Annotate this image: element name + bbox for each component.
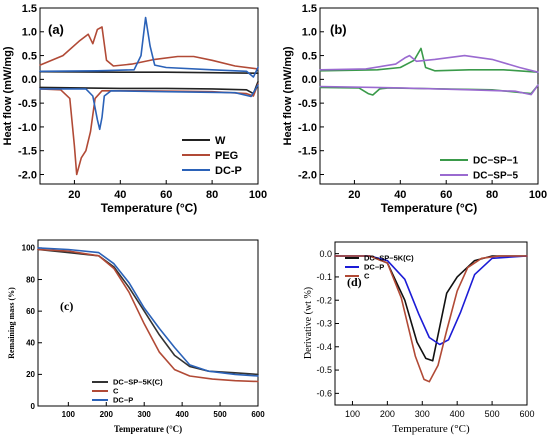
series-line-peg — [39, 26, 259, 70]
x-tick-label: 20 — [68, 189, 80, 201]
y-tick-label: -1.5 — [18, 146, 37, 158]
y-tick-label: -0.2 — [316, 295, 332, 305]
series-line-dc-p — [39, 16, 259, 78]
panel-b-ylabel: Heat flow (mW/mg) — [282, 46, 294, 145]
y-tick-label: 1.0 — [302, 27, 317, 39]
panel-c-ylabel: Remaining mass (%) — [7, 287, 16, 359]
panel-b-xlabel: Temperature (°C) — [381, 201, 478, 215]
panel-a-legend: W PEG DC-P — [182, 135, 242, 177]
panel-c-legend: DC−SP−5K(C)CDC−P — [92, 378, 163, 405]
series-line-c — [37, 248, 259, 383]
y-tick-label: 1.5 — [22, 3, 37, 15]
series-line-dc-p — [39, 84, 259, 131]
x-tick-label: 500 — [213, 410, 227, 419]
x-tick-label: 600 — [251, 410, 265, 419]
panel-d-ylabel: Derivative (wt %) — [303, 287, 314, 359]
x-tick-label: 60 — [160, 189, 172, 201]
x-tick-label: 200 — [380, 409, 395, 419]
x-tick-label: 60 — [440, 189, 452, 201]
x-tick-label: 100 — [249, 189, 267, 201]
panel-c-xlabel: Temperature (°C) — [114, 424, 182, 434]
x-tick-label: 100 — [62, 410, 76, 419]
panel-a: 20 40 60 80 100-2.0-1.5-1.0-0.50.00.51.01.5 … — [2, 3, 267, 215]
series-line-dc-p — [37, 247, 259, 377]
panel-a-label: (a) — [48, 22, 64, 37]
y-tick-label: -2.0 — [18, 169, 37, 181]
legend-label: W — [215, 135, 226, 147]
y-tick-label: -1.0 — [298, 122, 317, 134]
y-tick-label: -0.5 — [18, 98, 37, 110]
panel-d-label: (d) — [347, 275, 362, 289]
y-tick-label: 80 — [26, 275, 35, 284]
series-line-dc-p — [334, 255, 528, 346]
y-tick-label: -0.4 — [316, 342, 332, 352]
x-tick-label: 100 — [529, 189, 547, 201]
y-tick-label: -1.5 — [298, 146, 317, 158]
y-tick-label: 60 — [26, 307, 35, 316]
series-line-dc-sp-1 — [319, 47, 539, 73]
y-tick-label: 20 — [26, 370, 35, 379]
panel-c: 100 200 300 400 500 600 0 20 40 60 80 100 (c) Tempe… — [7, 239, 265, 434]
panel-c-label: (c) — [60, 299, 73, 313]
y-tick-label: -0.5 — [316, 365, 332, 375]
y-tick-label: 0.0 — [22, 74, 37, 86]
series-line-dc-sp-5 — [319, 84, 539, 96]
y-tick-label: 0.5 — [302, 50, 317, 62]
y-tick-label: 0 — [31, 402, 36, 411]
x-tick-label: 40 — [394, 189, 406, 201]
y-tick-label: -0.6 — [316, 389, 332, 399]
x-tick-label: 300 — [415, 409, 430, 419]
panel-b: 20 40 60 80 100-2.0-1.5-1.0-0.50.00.51.01.5 … — [282, 3, 547, 215]
y-tick-label: 0.5 — [22, 50, 37, 62]
panel-d: 100 200 300 400 500 600 0.0 -0.1 -0.2 -0.3 -0.4 -0.… — [303, 241, 535, 435]
x-tick-label: 400 — [175, 410, 189, 419]
x-tick-label: 20 — [348, 189, 360, 201]
legend-label: DC−SP−5K(C) — [364, 254, 414, 263]
x-tick-label: 100 — [345, 409, 360, 419]
legend-label: C — [113, 387, 119, 396]
y-tick-label: -0.5 — [298, 98, 317, 110]
panel-a-xlabel: Temperature (°C) — [101, 201, 198, 215]
y-tick-label: 0.0 — [319, 249, 332, 259]
legend-label: DC−SP−5 — [473, 171, 518, 182]
y-tick-label: -2.0 — [298, 169, 317, 181]
panel-b-legend: DC−SP−1 DC−SP−5 — [440, 156, 518, 182]
legend-label: DC-P — [215, 165, 242, 177]
panel-c-frame — [37, 239, 259, 407]
x-tick-label: 500 — [485, 409, 500, 419]
y-tick-label: 1.5 — [302, 3, 317, 15]
legend-label: DC−P — [113, 396, 133, 405]
y-tick-label: 1.0 — [22, 27, 37, 39]
series-line-w — [39, 70, 259, 74]
panel-a-ylabel: Heat flow (mW/mg) — [2, 46, 14, 145]
panel-b-label: (b) — [330, 22, 347, 37]
y-tick-label: -0.3 — [316, 319, 332, 329]
y-tick-label: -0.1 — [316, 272, 332, 282]
legend-label: DC−SP−1 — [473, 156, 518, 167]
series-line-dc-sp-5 — [319, 54, 539, 73]
y-tick-label: 100 — [22, 244, 36, 253]
panel-d-legend: DC−SP−5K(C)DC−PC — [345, 254, 414, 281]
legend-label: C — [364, 272, 370, 281]
x-tick-label: 200 — [100, 410, 114, 419]
x-tick-label: 40 — [114, 189, 126, 201]
legend-label: DC−SP−5K(C) — [113, 378, 163, 387]
panel-a-frame — [39, 7, 259, 185]
x-tick-label: 80 — [206, 189, 218, 201]
y-tick-label: -1.0 — [18, 122, 37, 134]
y-tick-label: 0.0 — [302, 74, 317, 86]
x-tick-label: 600 — [519, 409, 534, 419]
panel-d-xlabel: Temperature (°C) — [392, 423, 470, 435]
x-tick-label: 300 — [138, 410, 152, 419]
series-line-c — [334, 255, 528, 383]
x-tick-label: 400 — [450, 409, 465, 419]
legend-label: PEG — [215, 150, 238, 162]
panel-b-frame — [319, 7, 539, 185]
y-tick-label: 40 — [26, 339, 35, 348]
x-tick-label: 80 — [486, 189, 498, 201]
legend-label: DC−P — [364, 263, 384, 272]
